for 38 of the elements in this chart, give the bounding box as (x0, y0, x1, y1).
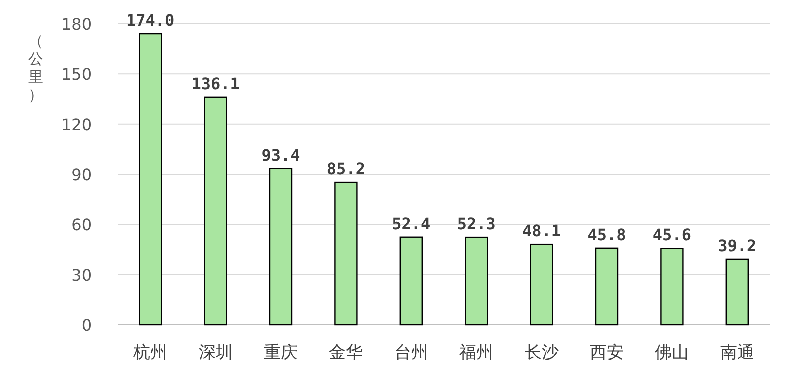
y-tick-label: 120 (61, 115, 92, 134)
data-label: 52.4 (392, 214, 431, 234)
data-label: 174.0 (126, 11, 175, 30)
x-tick-label: 西安 (590, 343, 624, 363)
y-tick-label: 30 (72, 266, 92, 285)
data-label: 45.8 (588, 225, 626, 244)
y-tick-label: 0 (82, 316, 92, 335)
bar (204, 96, 228, 326)
bar (726, 258, 749, 326)
data-label: 93.4 (262, 146, 300, 165)
bar (334, 182, 358, 326)
bar (465, 236, 488, 326)
data-label: 45.6 (652, 226, 692, 245)
y-tick-label: 90 (72, 166, 92, 184)
x-tick-label: 深圳 (198, 343, 233, 363)
x-tick-label: 台州 (394, 343, 428, 363)
x-tick-label: 佛山 (655, 343, 690, 363)
data-label: 39.2 (718, 236, 757, 256)
x-tick-label: 杭州 (132, 343, 168, 363)
bar (595, 248, 619, 326)
x-tick-label: 南通 (720, 343, 754, 363)
y-tick-label: 180 (61, 15, 92, 34)
y-axis-title: （公里） (28, 32, 44, 104)
y-tick-label: 150 (61, 65, 92, 84)
bar (139, 33, 162, 326)
bar (660, 248, 684, 326)
x-tick-label: 金华 (329, 343, 364, 363)
bar (530, 244, 554, 326)
data-label: 136.1 (192, 74, 240, 94)
bar (400, 236, 423, 326)
x-tick-label: 重庆 (264, 343, 298, 363)
data-label: 85.2 (326, 160, 366, 179)
bar (269, 168, 293, 326)
data-label: 52.3 (457, 214, 496, 234)
x-tick-label: 福州 (460, 343, 494, 363)
data-label: 48.1 (522, 222, 562, 241)
y-tick-label: 60 (72, 216, 92, 235)
x-tick-label: 长沙 (524, 343, 559, 363)
